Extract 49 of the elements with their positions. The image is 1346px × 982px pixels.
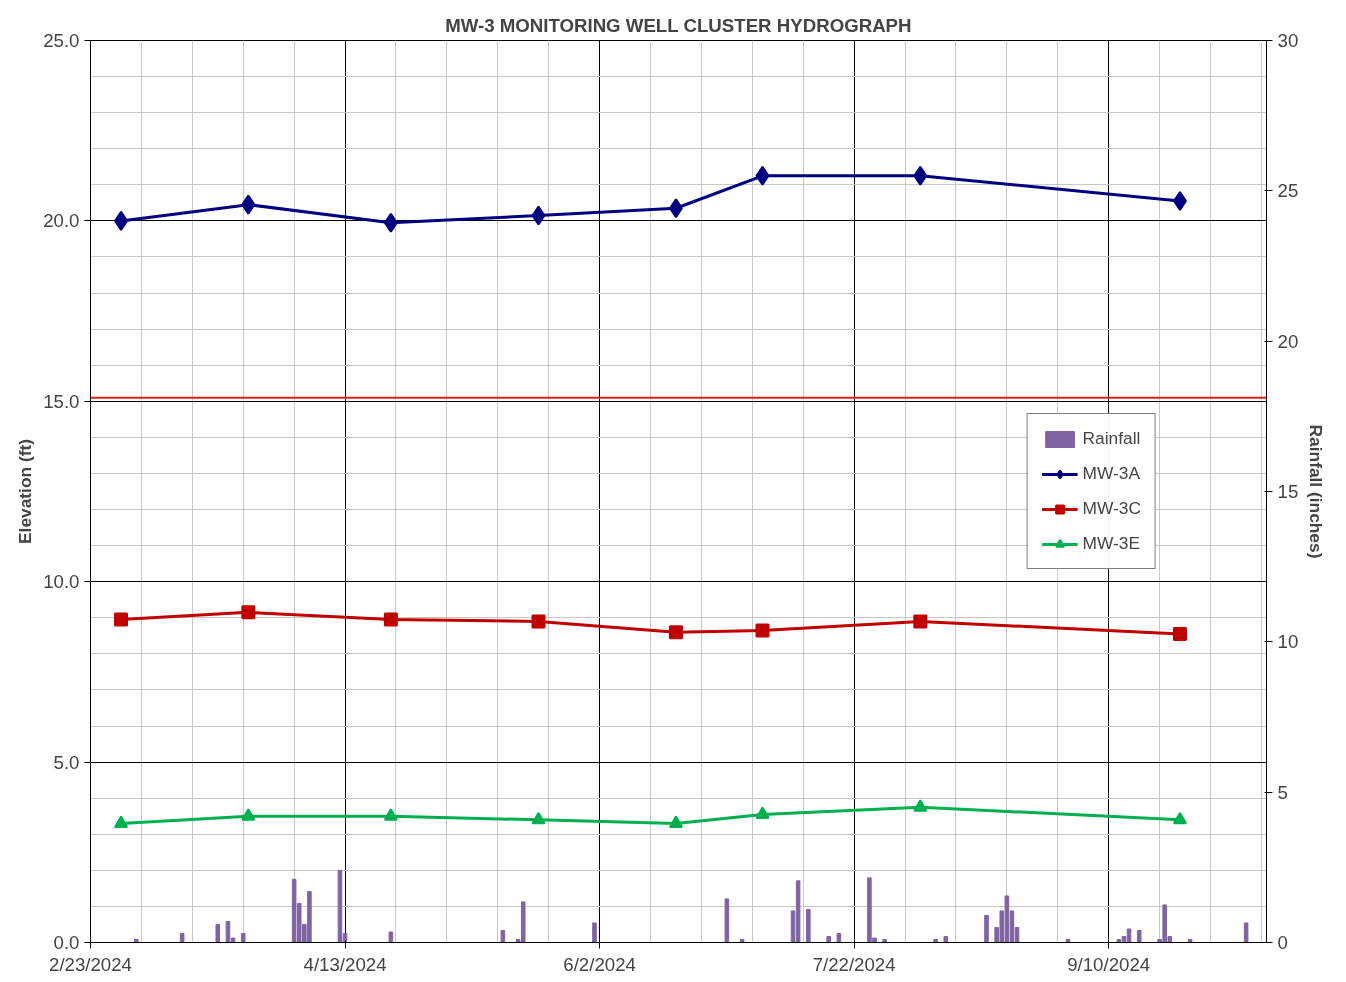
y2-tick-label: 5 [1277,781,1288,803]
legend-label: MW-3A [1082,463,1141,484]
point [114,210,129,231]
point [1172,191,1187,212]
point [383,212,398,233]
point [668,198,683,219]
point [114,612,129,627]
legend-label: Rainfall [1082,428,1141,449]
point [241,808,256,821]
x-tick-label: 7/22/2024 [812,953,896,975]
point [383,612,398,627]
point [531,205,546,226]
y-tick-label: 15.0 [43,390,80,412]
legend-label: MW-3C [1082,498,1141,519]
y-axis-title: Elevation (ft) [15,439,36,544]
point [531,811,546,825]
y2-tick-label: 30 [1277,30,1299,51]
point [668,815,683,828]
point [1172,627,1187,642]
legend-label: MW-3E [1082,533,1141,554]
point [755,806,770,819]
y-tick-label: 10.0 [43,571,80,593]
point [668,625,683,640]
y2-tick-label: 0 [1277,932,1288,953]
y2-tick-label: 15 [1277,481,1299,502]
point [241,194,256,215]
y2-tick-label: 25 [1277,180,1299,202]
x-tick-label: 6/2/2024 [563,953,636,975]
y-tick-label: 20.0 [43,210,80,232]
point [913,165,928,186]
y-tick-label: 0.0 [53,932,80,953]
point [241,605,256,620]
point [531,614,546,629]
point [913,799,928,812]
x-tick-label: 2/23/2024 [49,953,132,975]
y-tick-label: 25.0 [43,30,80,51]
point [913,614,928,629]
y-tick-label: 5.0 [53,751,80,773]
x-tick-label: 4/13/2024 [303,953,387,975]
chart-title: MW-3 MONITORING WELL CLUSTER HYDROGRAPH [445,14,912,36]
point [383,808,398,821]
y2-tick-label: 10 [1277,631,1299,653]
point [114,815,129,828]
point [755,165,770,186]
point [755,623,770,638]
point [1172,811,1187,825]
y2-tick-label: 20 [1277,330,1299,352]
y2-axis-title: Rainfall (inches) [1306,424,1327,559]
x-tick-label: 9/10/2024 [1067,953,1151,975]
